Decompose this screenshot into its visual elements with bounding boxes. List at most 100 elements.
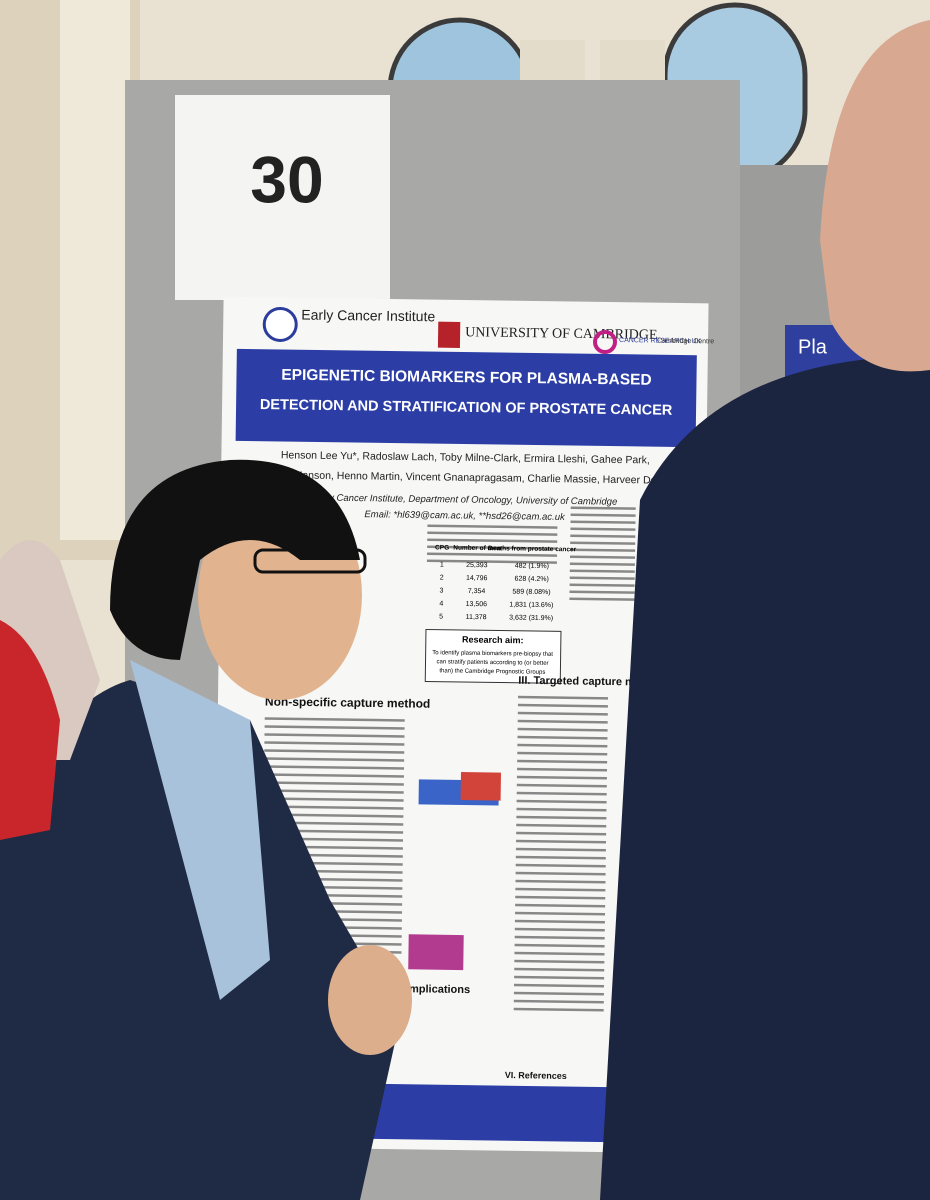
text-line (513, 1007, 604, 1012)
table-cell: 1,831 (13.6%) (509, 602, 553, 610)
text-line (570, 513, 636, 517)
text-line (427, 538, 558, 543)
text-line (517, 767, 608, 772)
text-line (514, 927, 605, 932)
person-right (600, 350, 930, 1200)
table-cell: 25,393 (466, 562, 488, 569)
table-cell: 589 (8.08%) (512, 589, 550, 597)
text-line (570, 534, 636, 538)
text-line (569, 562, 635, 566)
logo-icon (593, 329, 618, 354)
text-line (426, 559, 557, 564)
text-line (514, 951, 605, 956)
bystander-coat (0, 620, 60, 840)
section-heading: VI. References (505, 1070, 567, 1081)
table-cell: 5 (439, 614, 443, 621)
number-card (175, 95, 390, 300)
table-header: CPG (435, 544, 449, 551)
text-line (517, 735, 608, 740)
text-line (570, 548, 636, 552)
text-line (264, 765, 405, 770)
text-line (264, 757, 405, 762)
logo-icon (262, 306, 298, 342)
text-line (517, 727, 608, 732)
table-cell: 3,632 (31.9%) (509, 615, 553, 623)
text-line (514, 983, 605, 988)
text-line (570, 520, 636, 524)
text-line (513, 991, 604, 996)
aim-box (424, 629, 562, 684)
text-line (570, 541, 636, 545)
figure (408, 934, 464, 971)
board-number: 30 (250, 142, 323, 216)
text-line (264, 717, 405, 722)
text-line (514, 967, 605, 972)
text-line (515, 911, 606, 916)
table-header: Deaths from prostate cancer (488, 545, 577, 553)
text-line (427, 531, 558, 536)
text-line (569, 569, 635, 573)
text-line (264, 725, 405, 730)
table-cell: 11,378 (466, 614, 487, 621)
text-line (513, 999, 604, 1004)
section-heading: Implications (406, 983, 470, 996)
authors: Robert Hanson, Henno Martin, Vincent Gna… (260, 469, 670, 487)
text-line (517, 703, 608, 708)
text-line (517, 751, 608, 756)
table-cell: 14,796 (466, 575, 488, 582)
logo: Cambridge Centre (657, 338, 714, 346)
title: DETECTION AND STRATIFICATION OF PROSTATE… (260, 397, 673, 419)
logo: Early Cancer Institute (301, 306, 435, 324)
text-line (515, 847, 606, 852)
text-line (569, 555, 636, 559)
text-line (427, 552, 558, 557)
text-line (516, 791, 607, 796)
authors: Henson Lee Yu*, Radoslaw Lach, Toby Miln… (281, 449, 650, 466)
column (60, 0, 130, 540)
logo: UNIVERSITY OF CAMBRIDGE (465, 325, 658, 343)
text-line (427, 545, 558, 550)
text-line (427, 524, 558, 529)
text-line (514, 935, 605, 940)
text-line (514, 943, 605, 948)
text-line (515, 863, 606, 868)
table-cell: 4 (439, 601, 443, 608)
text-line (515, 903, 606, 908)
glasses (253, 548, 367, 574)
text-line (518, 695, 609, 700)
shirt (130, 660, 270, 1000)
text-line (517, 743, 608, 748)
text-line (569, 583, 635, 587)
text-line (263, 813, 404, 818)
text-line (517, 711, 608, 716)
text-line (516, 799, 607, 804)
text-line (515, 871, 606, 876)
table-cell: 13,506 (466, 601, 488, 608)
text-line (516, 775, 607, 780)
person-right-head (820, 20, 930, 372)
text-line (264, 733, 405, 738)
title: EPIGENETIC BIOMARKERS FOR PLASMA-BASED (281, 367, 652, 389)
section-heading: III. Targeted capture method (518, 675, 665, 689)
text-line (516, 831, 607, 836)
text-line (263, 821, 404, 826)
text-line (516, 815, 607, 820)
table-cell: 482 (1.9%) (515, 563, 549, 570)
text-line (515, 887, 606, 892)
email: Email: *hl639@cam.ac.uk, **hsd26@cam.ac.… (364, 509, 566, 523)
neighbor-title: Pla (798, 336, 828, 358)
text-line (514, 919, 605, 924)
text-line (514, 975, 605, 980)
text-line (569, 576, 635, 580)
table-header: Number of men (453, 545, 501, 553)
person-left-jacket (0, 680, 400, 1200)
figure (460, 772, 501, 801)
aim-text: than) the Cambridge Prognostic Groups (439, 668, 545, 675)
text-line (514, 959, 605, 964)
text-line (263, 773, 404, 778)
table-cell: 1 (440, 562, 444, 569)
text-line (263, 789, 404, 794)
table-cell: 628 (4.2%) (515, 576, 549, 583)
